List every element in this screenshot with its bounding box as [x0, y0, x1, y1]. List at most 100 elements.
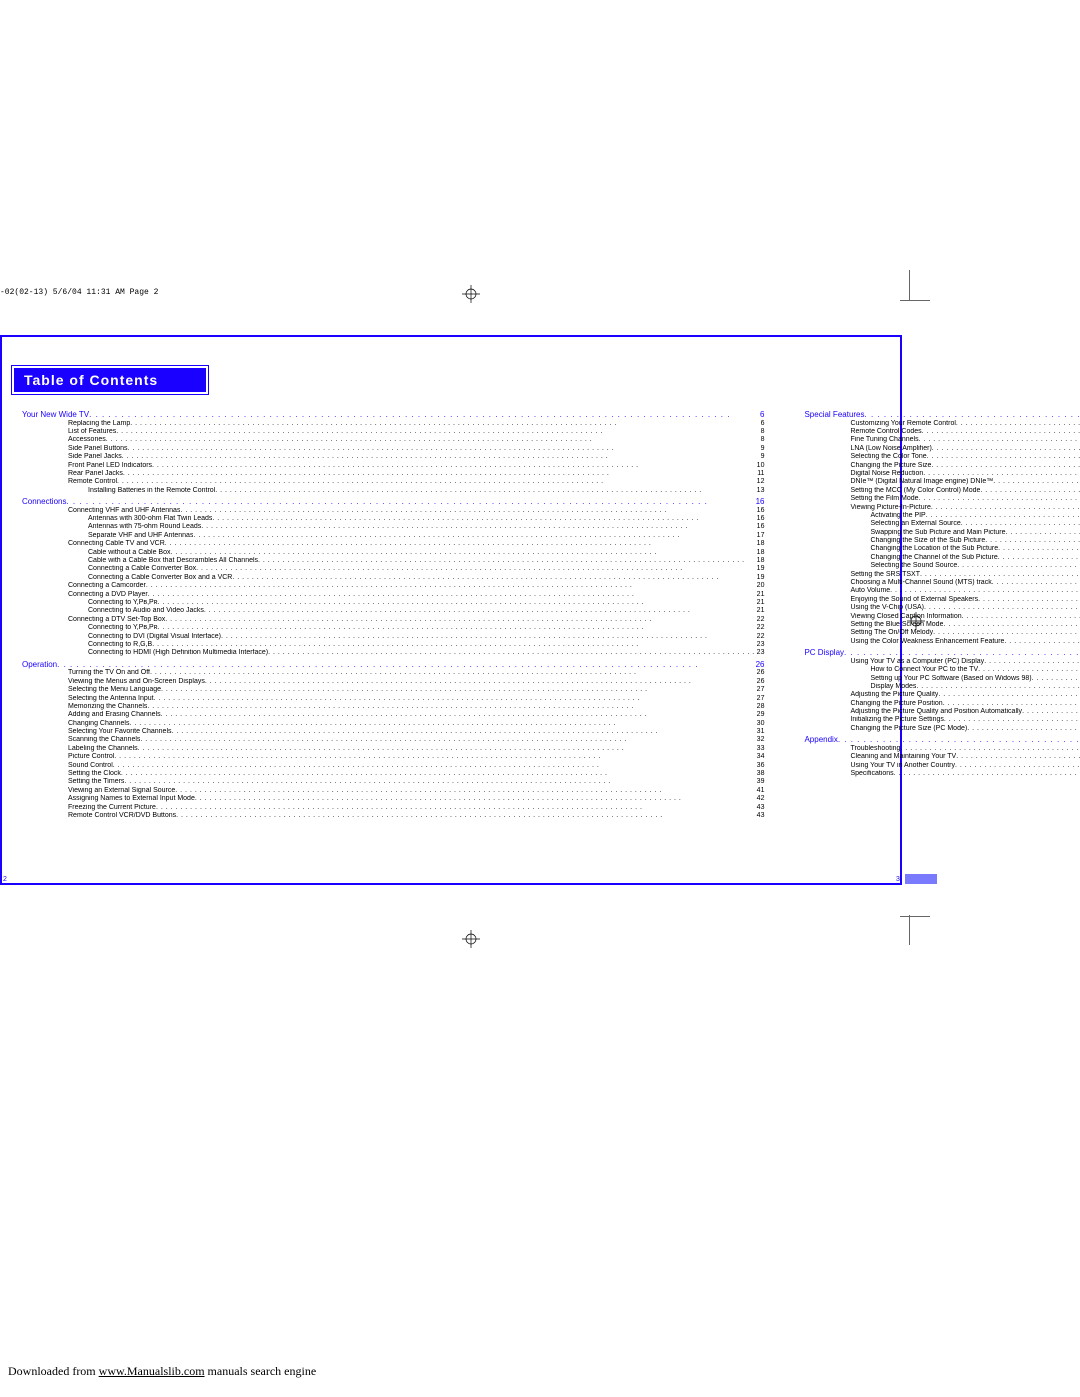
toc-entry[interactable]: Using Your TV in Another Country. . . . … — [804, 762, 1080, 770]
toc-entry[interactable]: DNIe™ (Digital Natural Image engine) DNI… — [804, 478, 1080, 486]
toc-entry[interactable]: Fine Tuning Channels. . . . . . . . . . … — [804, 436, 1080, 444]
toc-entry[interactable]: Side Panel Jacks. . . . . . . . . . . . … — [22, 453, 764, 461]
toc-entry[interactable]: Cable with a Cable Box that Descrambles … — [22, 557, 764, 565]
toc-entry[interactable]: Auto Volume. . . . . . . . . . . . . . .… — [804, 587, 1080, 595]
toc-entry[interactable]: LNA (Low Noise Amplifier). . . . . . . .… — [804, 445, 1080, 453]
toc-entry[interactable]: Adding and Erasing Channels. . . . . . .… — [22, 711, 764, 719]
toc-entry[interactable]: Connecting a DVD Player. . . . . . . . .… — [22, 591, 764, 599]
toc-section-head[interactable]: PC Display . . . . . . . . . . . . . . .… — [804, 648, 1080, 658]
toc-entry[interactable]: Troubleshooting. . . . . . . . . . . . .… — [804, 745, 1080, 753]
toc-entry[interactable]: Customizing Your Remote Control. . . . .… — [804, 420, 1080, 428]
toc-entry[interactable]: Remote Control Codes. . . . . . . . . . … — [804, 428, 1080, 436]
toc-entry[interactable]: How to Connect Your PC to the TV. . . . … — [804, 666, 1080, 674]
toc-entry[interactable]: Activating the PIP. . . . . . . . . . . … — [804, 512, 1080, 520]
toc-entry[interactable]: Adjusting the Picture Quality. . . . . .… — [804, 691, 1080, 699]
toc-entry[interactable]: Connecting to Y,Pʙ,Pʀ. . . . . . . . . .… — [22, 599, 764, 607]
toc-entry[interactable]: Assigning Names to External Input Mode. … — [22, 795, 764, 803]
toc-entry[interactable]: Remote Control. . . . . . . . . . . . . … — [22, 478, 764, 486]
toc-entry[interactable]: Scanning the Channels. . . . . . . . . .… — [22, 736, 764, 744]
toc-entry[interactable]: Setting up Your PC Software (Based on Wi… — [804, 675, 1080, 683]
toc-entry[interactable]: Memorizing the Channels. . . . . . . . .… — [22, 703, 764, 711]
toc-entry[interactable]: Accessories. . . . . . . . . . . . . . .… — [22, 436, 764, 444]
toc-entry[interactable]: Selecting Your Favorite Channels. . . . … — [22, 728, 764, 736]
toc-entry[interactable]: Connecting a Cable Converter Box. . . . … — [22, 565, 764, 573]
toc-section-head[interactable]: Your New Wide TV . . . . . . . . . . . .… — [22, 410, 764, 420]
toc-entry[interactable]: Connecting to Audio and Video Jacks. . .… — [22, 607, 764, 615]
toc-entry[interactable]: Specifications. . . . . . . . . . . . . … — [804, 770, 1080, 778]
toc-entry[interactable]: Antennas with 300-ohm Flat Twin Leads. .… — [22, 515, 764, 523]
toc-entry[interactable]: Swapping the Sub Picture and Main Pictur… — [804, 529, 1080, 537]
toc-entry-title: Auto Volume — [850, 587, 890, 595]
toc-section-head[interactable]: Appendix . . . . . . . . . . . . . . . .… — [804, 735, 1080, 745]
toc-entry[interactable]: Selecting the Sound Source. . . . . . . … — [804, 562, 1080, 570]
footer-link[interactable]: www.Manualslib.com — [99, 1364, 205, 1378]
toc-entry[interactable]: Setting The On/Off Melody. . . . . . . .… — [804, 629, 1080, 637]
toc-entry[interactable]: Labeling the Channels. . . . . . . . . .… — [22, 745, 764, 753]
toc-entry[interactable]: Viewing the Menus and On-Screen Displays… — [22, 678, 764, 686]
toc-entry[interactable]: Changing the Size of the Sub Picture. . … — [804, 537, 1080, 545]
toc-entry[interactable]: Setting the Film Mode. . . . . . . . . .… — [804, 495, 1080, 503]
toc-entry[interactable]: Setting the Timers. . . . . . . . . . . … — [22, 778, 764, 786]
toc-entry[interactable]: Connecting a Cable Converter Box and a V… — [22, 574, 764, 582]
toc-entry[interactable]: Selecting the Antenna Input. . . . . . .… — [22, 695, 764, 703]
toc-entry[interactable]: Enjoying the Sound of External Speakers.… — [804, 596, 1080, 604]
toc-entry[interactable]: Side Panel Buttons. . . . . . . . . . . … — [22, 445, 764, 453]
toc-entry[interactable]: Rear Panel Jacks. . . . . . . . . . . . … — [22, 470, 764, 478]
toc-entry-title: Changing the Picture Size (PC Mode) — [850, 725, 967, 733]
toc-entry[interactable]: Adjusting the Picture Quality and Positi… — [804, 708, 1080, 716]
toc-entry[interactable]: Front Panel LED Indicators. . . . . . . … — [22, 462, 764, 470]
toc-section-head[interactable]: Operation . . . . . . . . . . . . . . . … — [22, 660, 764, 670]
toc-entry[interactable]: Digital Noise Reduction. . . . . . . . .… — [804, 470, 1080, 478]
toc-section-head[interactable]: Connections . . . . . . . . . . . . . . … — [22, 497, 764, 507]
toc-entry[interactable]: Display Modes. . . . . . . . . . . . . .… — [804, 683, 1080, 691]
toc-entry[interactable]: Connecting a DTV Set-Top Box. . . . . . … — [22, 616, 764, 624]
toc-entry[interactable]: Changing the Location of the Sub Picture… — [804, 545, 1080, 553]
toc-entry[interactable]: Cleaning and Maintaining Your TV. . . . … — [804, 753, 1080, 761]
toc-page-number: 20 — [755, 582, 765, 590]
toc-section-head[interactable]: Special Features . . . . . . . . . . . .… — [804, 410, 1080, 420]
toc-leader-dots: . . . . . . . . . . . . . . . . . . . . … — [114, 753, 754, 761]
toc-entry[interactable]: Viewing Picture-In-Picture. . . . . . . … — [804, 504, 1080, 512]
toc-leader-dots: . . . . . . . . . . . . . . . . . . . . … — [156, 804, 755, 812]
toc-entry[interactable]: Setting the Blue Screen Mode. . . . . . … — [804, 621, 1080, 629]
toc-entry[interactable]: Connecting VHF and UHF Antennas. . . . .… — [22, 507, 764, 515]
toc-entry[interactable]: Antennas with 75-ohm Round Leads. . . . … — [22, 523, 764, 531]
toc-entry[interactable]: Separate VHF and UHF Antennas. . . . . .… — [22, 532, 764, 540]
toc-entry[interactable]: Setting the Clock. . . . . . . . . . . .… — [22, 770, 764, 778]
toc-entry[interactable]: Using the Color Weakness Enhancement Fea… — [804, 638, 1080, 646]
toc-entry[interactable]: Viewing Closed Caption Information. . . … — [804, 613, 1080, 621]
toc-entry[interactable]: Replacing the Lamp. . . . . . . . . . . … — [22, 420, 764, 428]
toc-page-number: 18 — [755, 549, 765, 557]
toc-entry[interactable]: Connecting to HDMI (High Definition Mult… — [22, 649, 764, 657]
toc-entry[interactable]: Connecting to DVI (Digital Visual Interf… — [22, 633, 764, 641]
toc-entry[interactable]: Connecting Cable TV and VCR. . . . . . .… — [22, 540, 764, 548]
toc-entry[interactable]: Sound Control. . . . . . . . . . . . . .… — [22, 762, 764, 770]
toc-entry[interactable]: Changing the Picture Size. . . . . . . .… — [804, 462, 1080, 470]
toc-entry-title: Fine Tuning Channels — [850, 436, 918, 444]
toc-entry[interactable]: Picture Control. . . . . . . . . . . . .… — [22, 753, 764, 761]
toc-entry[interactable]: Viewing an External Signal Source. . . .… — [22, 787, 764, 795]
toc-entry[interactable]: Using the V-Chip (USA). . . . . . . . . … — [804, 604, 1080, 612]
toc-entry[interactable]: Remote Control VCR/DVD Buttons. . . . . … — [22, 812, 764, 820]
toc-entry[interactable]: Selecting the Color Tone. . . . . . . . … — [804, 453, 1080, 461]
toc-entry[interactable]: Setting the SRS TSXT. . . . . . . . . . … — [804, 571, 1080, 579]
toc-entry[interactable]: Choosing a Multi-Channel Sound (MTS) tra… — [804, 579, 1080, 587]
toc-entry[interactable]: List of Features. . . . . . . . . . . . … — [22, 428, 764, 436]
toc-entry[interactable]: Initializing the Picture Settings. . . .… — [804, 716, 1080, 724]
toc-entry[interactable]: Changing the Picture Position. . . . . .… — [804, 700, 1080, 708]
toc-entry[interactable]: Turning the TV On and Off. . . . . . . .… — [22, 669, 764, 677]
toc-entry[interactable]: Changing Channels. . . . . . . . . . . .… — [22, 720, 764, 728]
toc-entry[interactable]: Freezing the Current Picture. . . . . . … — [22, 804, 764, 812]
toc-entry[interactable]: Connecting to Y,Pʙ,Pʀ. . . . . . . . . .… — [22, 624, 764, 632]
toc-entry[interactable]: Connecting to R,G,B. . . . . . . . . . .… — [22, 641, 764, 649]
toc-entry[interactable]: Changing the Channel of the Sub Picture.… — [804, 554, 1080, 562]
toc-entry[interactable]: Selecting the Menu Language. . . . . . .… — [22, 686, 764, 694]
toc-entry[interactable]: Cable without a Cable Box. . . . . . . .… — [22, 549, 764, 557]
toc-entry[interactable]: Changing the Picture Size (PC Mode). . .… — [804, 725, 1080, 733]
toc-entry-title: Selecting the Color Tone — [850, 453, 926, 461]
toc-entry[interactable]: Selecting an External Source. . . . . . … — [804, 520, 1080, 528]
toc-entry[interactable]: Setting the MCC (My Color Control) Mode.… — [804, 487, 1080, 495]
toc-entry[interactable]: Installing Batteries in the Remote Contr… — [22, 487, 764, 495]
toc-entry[interactable]: Connecting a Camcorder. . . . . . . . . … — [22, 582, 764, 590]
toc-entry[interactable]: Using Your TV as a Computer (PC) Display… — [804, 658, 1080, 666]
